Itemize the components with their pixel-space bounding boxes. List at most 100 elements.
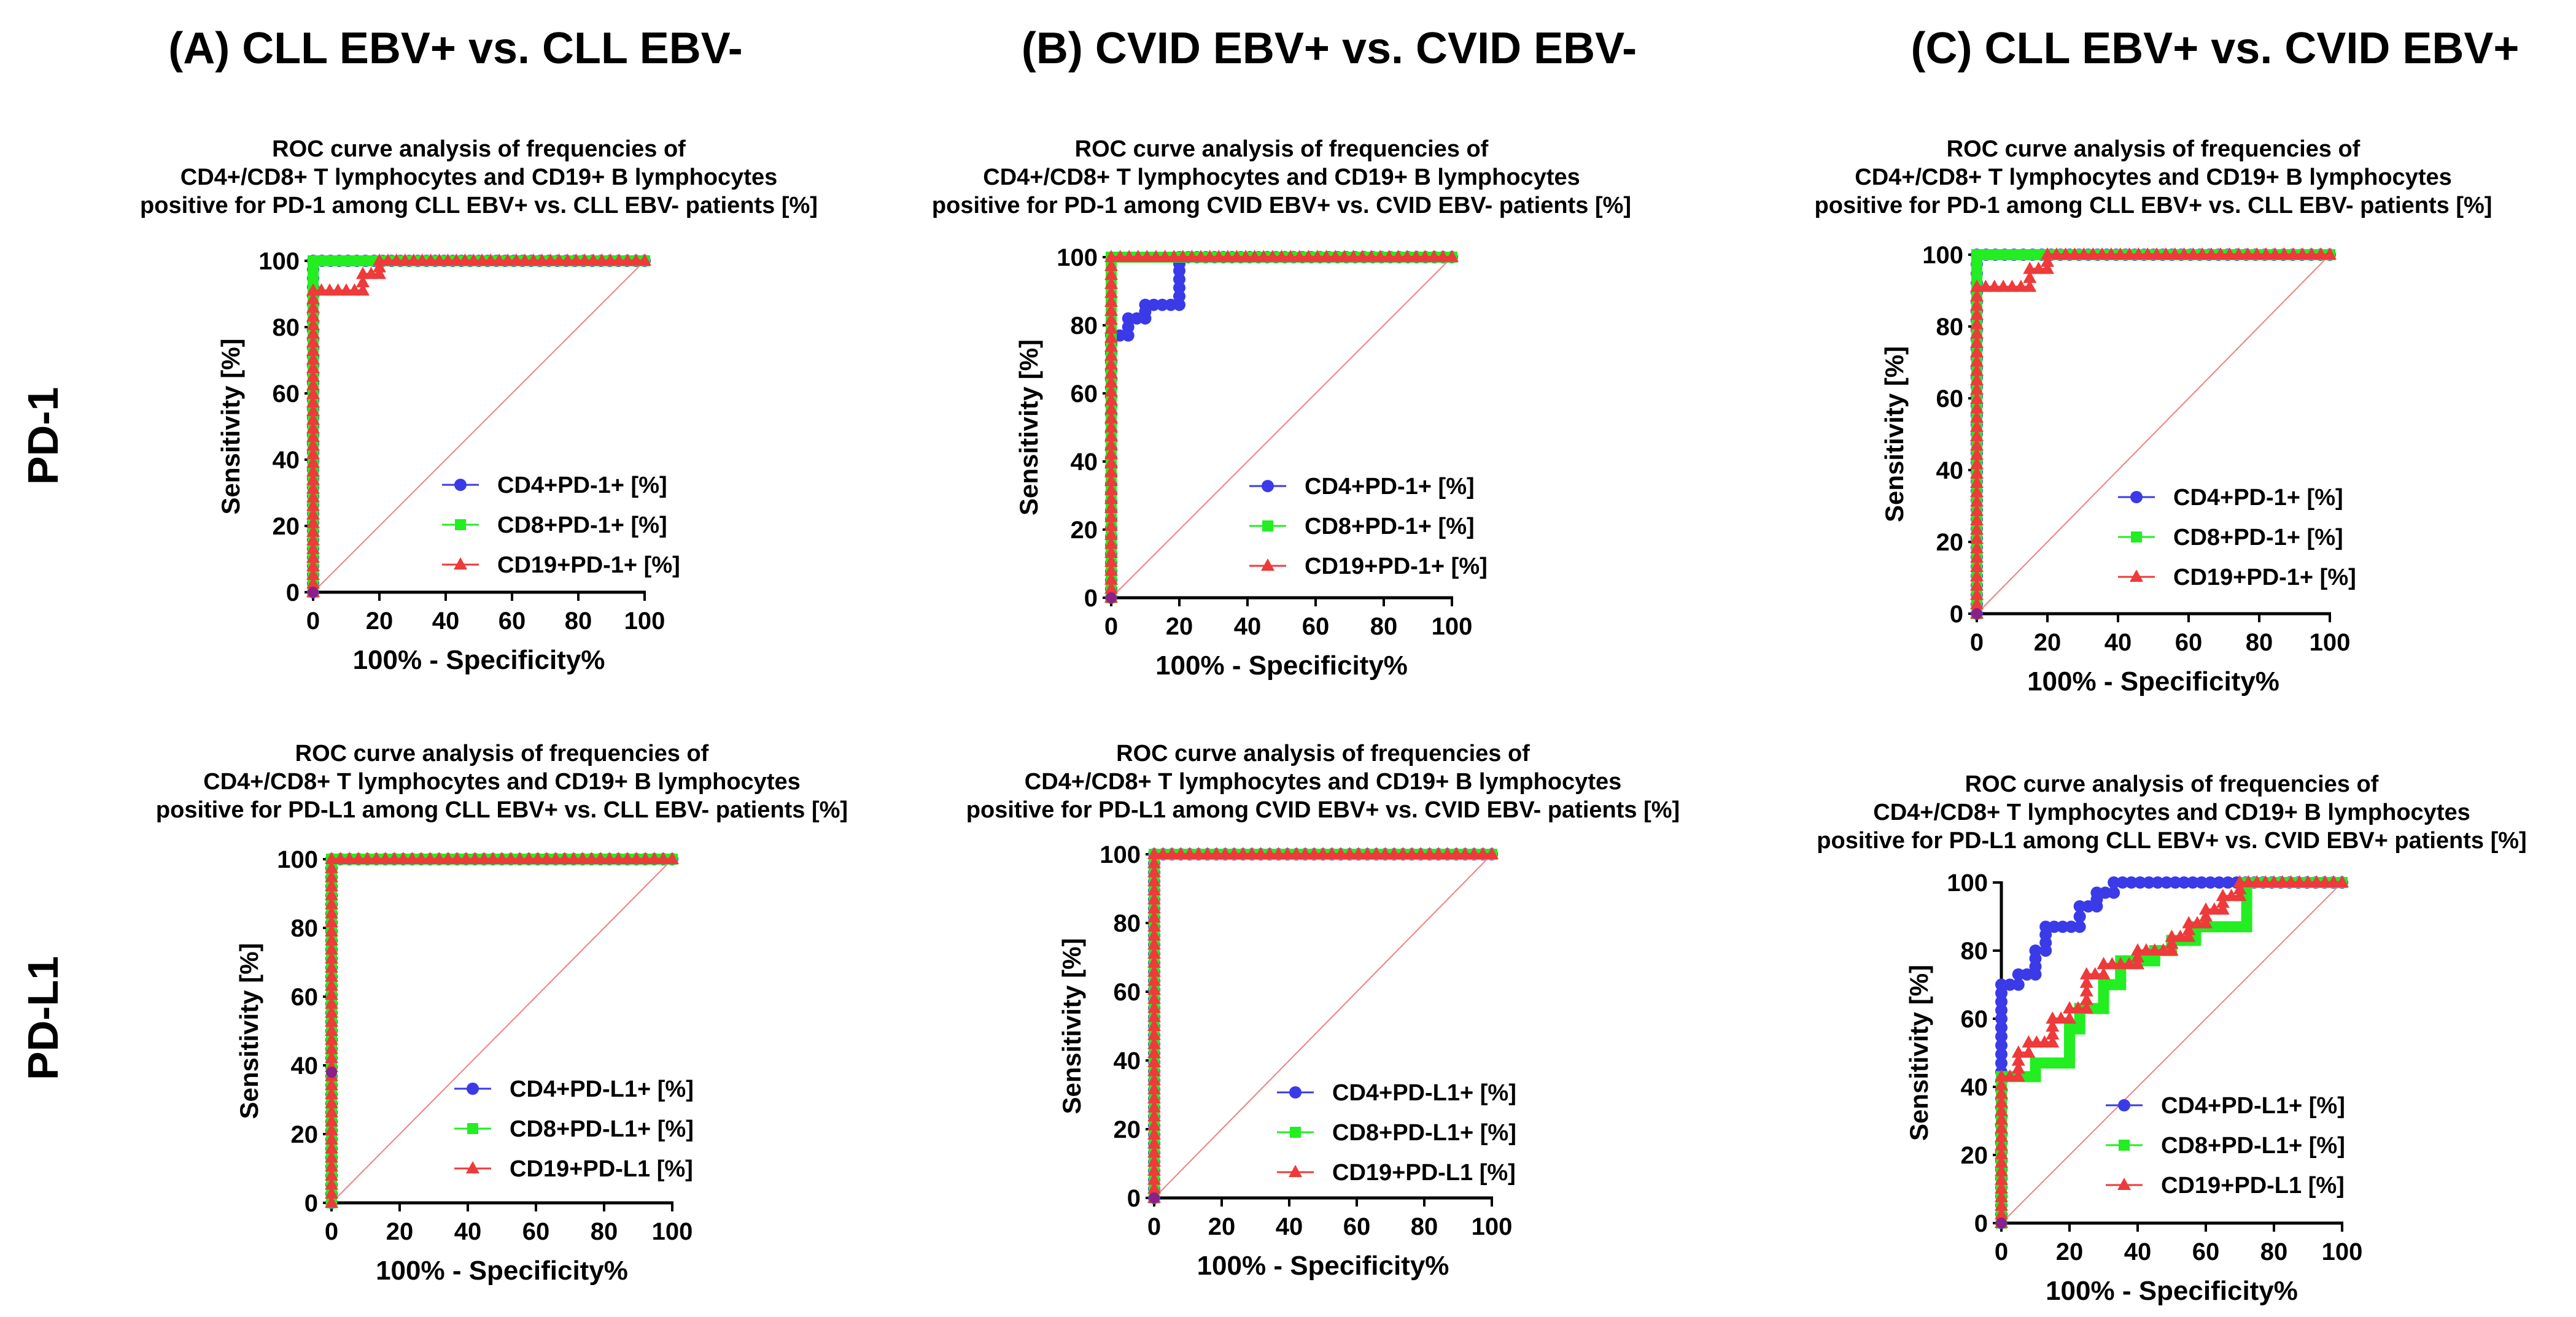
data-point	[450, 852, 464, 864]
data-point	[1996, 279, 2011, 292]
data-point	[2233, 875, 2247, 887]
data-point	[2003, 978, 2016, 991]
data-point	[2310, 875, 2324, 887]
series-cd19-pd-l1	[1995, 875, 2349, 1228]
data-point	[306, 421, 320, 434]
data-point	[1970, 373, 1984, 385]
data-point	[2199, 909, 2213, 922]
data-point	[1173, 290, 1185, 303]
data-point	[1458, 847, 1472, 859]
data-point	[1995, 978, 2008, 991]
data-point	[2012, 978, 2025, 991]
data-point	[325, 906, 338, 919]
y-tick-label: 100	[1922, 242, 1963, 269]
reference-diagonal	[1111, 257, 1453, 598]
y-tick-label: 20	[1936, 529, 1964, 556]
data-point	[432, 253, 446, 266]
legend-marker	[1290, 1127, 1301, 1138]
y-axis-label: Sensitivity [%]	[1014, 339, 1043, 516]
data-point	[2079, 967, 2093, 979]
data-point	[306, 464, 320, 477]
column-title-c: (C) CLL EBV+ vs. CVID EBV+	[1911, 24, 2520, 73]
data-point	[1307, 847, 1321, 859]
data-point	[2314, 247, 2328, 260]
data-point	[1147, 298, 1160, 311]
legend-marker	[467, 1083, 479, 1095]
data-point	[306, 369, 320, 382]
chart-title-line-3: positive for PD-L1 among CLL EBV+ vs. CV…	[1817, 828, 2526, 854]
data-point	[2064, 1049, 2075, 1060]
data-point	[1995, 1069, 2008, 1082]
data-point	[526, 253, 540, 266]
legend-label: CD8+PD-L1+ [%]	[1332, 1120, 1516, 1146]
data-point	[2022, 1045, 2036, 1058]
data-point	[2178, 876, 2190, 889]
data-point	[1147, 883, 1161, 895]
data-point	[1971, 268, 1982, 279]
data-point	[1104, 250, 1118, 262]
data-point	[1436, 250, 1450, 262]
legend-marker	[454, 479, 467, 491]
data-point	[1254, 847, 1268, 859]
data-point	[1467, 847, 1481, 859]
data-point	[1995, 1013, 2008, 1025]
data-point	[2046, 1019, 2060, 1032]
data-point	[2232, 247, 2246, 260]
data-point	[2259, 875, 2273, 887]
data-point	[629, 852, 643, 864]
data-point	[2165, 936, 2179, 949]
data-point	[2199, 916, 2213, 929]
data-point	[1209, 847, 1224, 859]
data-point	[2182, 922, 2196, 935]
data-point	[1104, 465, 1118, 477]
data-point	[325, 960, 338, 973]
data-point	[1104, 276, 1118, 289]
data-point	[325, 987, 338, 1000]
data-point	[1104, 312, 1118, 325]
data-point	[306, 378, 320, 391]
data-point	[1140, 250, 1154, 262]
overlap-point	[1106, 592, 1117, 603]
x-tick-label: 0	[1995, 1238, 2008, 1265]
data-point	[1378, 847, 1392, 859]
data-point	[2216, 895, 2230, 908]
data-point	[1122, 250, 1136, 262]
reference-diagonal	[2001, 882, 2343, 1224]
data-point	[2122, 247, 2136, 260]
data-point	[2284, 875, 2298, 887]
x-tick-label: 40	[2124, 1238, 2152, 1265]
data-point	[2177, 247, 2191, 260]
data-point	[1104, 357, 1118, 370]
series-cd19-pd-1	[306, 253, 651, 597]
chart-title-line-3: positive for PD-L1 among CVID EBV+ vs. C…	[966, 797, 1680, 823]
legend-item-cd4-pd-1: CD4+PD-1+ [%]	[2118, 485, 2343, 511]
data-point	[441, 253, 455, 266]
data-point	[325, 942, 338, 955]
data-point	[1104, 384, 1118, 397]
data-point	[1167, 250, 1181, 262]
data-point	[396, 852, 410, 864]
data-point	[486, 852, 500, 864]
x-tick-label: 60	[2192, 1238, 2220, 1265]
data-point	[1281, 847, 1295, 859]
data-point	[1970, 512, 1984, 525]
data-point	[484, 253, 498, 266]
data-point	[306, 438, 320, 451]
data-point	[1104, 268, 1118, 280]
data-point	[2105, 957, 2119, 970]
data-point	[2233, 882, 2247, 895]
data-point	[638, 253, 651, 266]
data-point	[325, 1186, 338, 1199]
x-tick-label: 40	[2105, 629, 2132, 656]
data-point	[2199, 902, 2213, 915]
data-point	[306, 360, 320, 373]
data-point	[2073, 921, 2086, 933]
y-tick-label: 80	[291, 915, 319, 942]
data-point	[2213, 247, 2227, 260]
data-point	[665, 852, 679, 864]
data-point	[2108, 886, 2120, 899]
data-point	[2077, 247, 2091, 260]
data-point	[2011, 1053, 2025, 1066]
data-point	[1970, 298, 1984, 311]
data-point	[1104, 429, 1118, 442]
